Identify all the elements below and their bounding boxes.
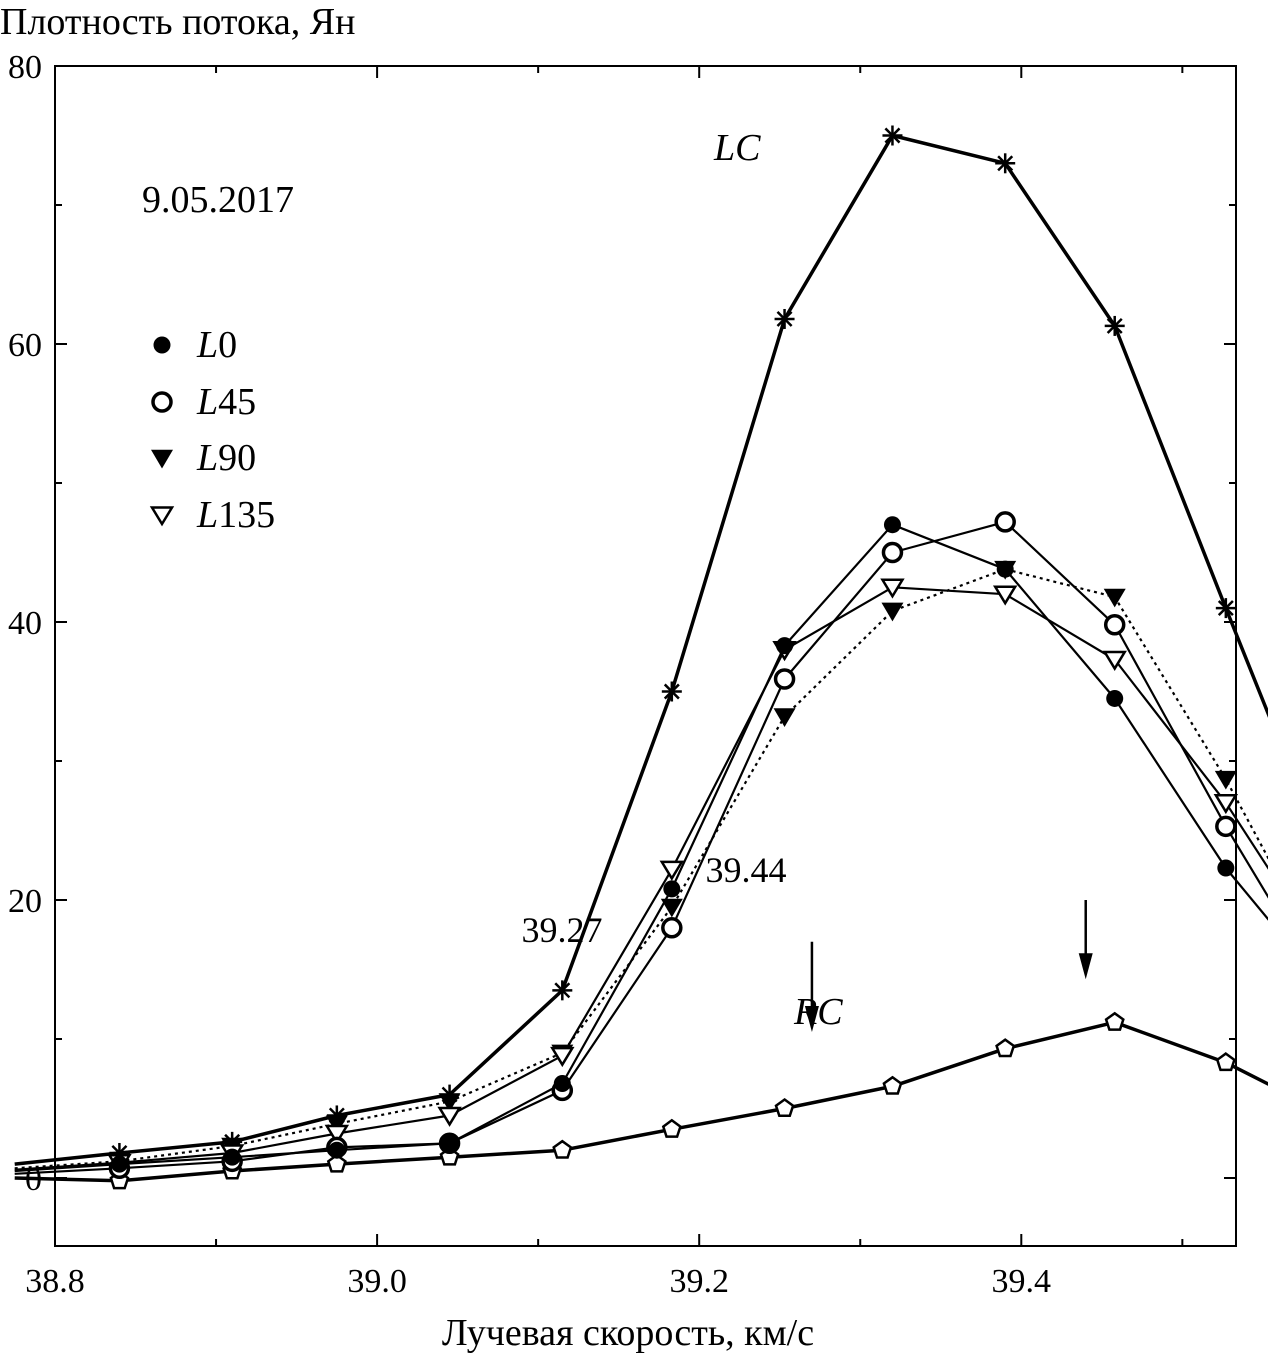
series-line-rc <box>14 1020 1268 1183</box>
data-point <box>994 511 1016 533</box>
series-rc <box>14 1011 1268 1190</box>
data-point <box>1217 859 1235 877</box>
data-point <box>110 1155 128 1173</box>
legend-label: L0 <box>196 324 237 366</box>
data-point <box>773 708 796 727</box>
legend-entry-l90: L90 <box>151 437 256 479</box>
data-point <box>661 681 682 702</box>
series-l135 <box>14 578 1268 1175</box>
data-point <box>776 637 794 655</box>
x-axis-label: Лучевая скорость, км/с <box>442 1312 814 1354</box>
data-point <box>661 1118 682 1138</box>
legend-label: L90 <box>196 437 256 479</box>
data-point <box>882 1075 903 1095</box>
data-point <box>1215 598 1236 619</box>
data-point <box>992 585 1018 606</box>
data-point <box>441 1134 459 1152</box>
data-point <box>660 898 683 918</box>
data-point <box>1104 1011 1125 1031</box>
series-label-lc: LC <box>713 127 761 169</box>
data-point <box>552 980 573 1001</box>
x-tick-label: 39.0 <box>347 1263 407 1300</box>
legend-entry-l135: L135 <box>149 494 275 536</box>
series-l45 <box>14 511 1268 1180</box>
data-point <box>774 1097 795 1118</box>
data-point <box>996 560 1014 578</box>
data-point <box>1213 793 1239 815</box>
data-point <box>663 880 681 898</box>
series-l90 <box>14 560 1268 1172</box>
series-lc <box>14 125 1268 1166</box>
data-point <box>1214 770 1237 790</box>
legend-entry-l0: L0 <box>153 324 237 366</box>
annotation-label: 39.44 <box>706 850 787 890</box>
data-point <box>883 516 901 534</box>
data-point <box>995 1038 1016 1058</box>
x-tick-label: 39.2 <box>669 1263 729 1300</box>
annotation-label: 39.27 <box>522 910 603 950</box>
data-point <box>437 1106 462 1127</box>
date-label: 9.05.2017 <box>142 179 294 221</box>
data-point <box>328 1141 346 1159</box>
data-point <box>326 1153 347 1173</box>
legend-marker <box>153 336 171 354</box>
y-tick-label: 60 <box>8 327 42 364</box>
data-point <box>995 153 1016 174</box>
y-tick-label: 80 <box>8 49 42 86</box>
data-point <box>223 1148 241 1166</box>
data-point <box>1215 1052 1236 1072</box>
data-point <box>1103 588 1126 608</box>
data-point <box>324 1124 350 1145</box>
data-point <box>553 1074 571 1092</box>
x-tick-label: 39.4 <box>992 1263 1052 1300</box>
annotation-arrow <box>804 941 819 1033</box>
data-point <box>438 1093 461 1112</box>
annotation-arrow <box>1078 900 1093 980</box>
data-point <box>1106 689 1124 707</box>
plot-frame <box>54 65 1237 1247</box>
data-point <box>1215 815 1237 838</box>
data-point <box>774 308 795 329</box>
series-l0 <box>14 516 1268 1173</box>
series-line-l0 <box>14 523 1268 1173</box>
legend-marker <box>149 506 175 527</box>
legend-marker <box>151 391 173 413</box>
legend-marker <box>151 449 173 469</box>
data-point <box>659 860 685 881</box>
legend-label: L135 <box>196 494 275 536</box>
series-label-rc: RC <box>793 991 843 1033</box>
x-tick-label: 38.8 <box>25 1263 85 1300</box>
data-point <box>1102 650 1127 671</box>
y-axis-label: Плотность потока, Ян <box>0 1 355 43</box>
data-point <box>550 1046 575 1068</box>
legend-label: L45 <box>196 381 256 423</box>
data-point <box>880 578 905 599</box>
data-point <box>881 602 904 622</box>
series-line-lc <box>14 133 1268 1166</box>
y-tick-label: 20 <box>8 883 42 920</box>
y-tick-label: 40 <box>8 605 42 642</box>
data-point <box>773 668 796 690</box>
data-point <box>1103 614 1126 636</box>
legend-entry-l45: L45 <box>151 381 256 423</box>
series-line-l135 <box>14 586 1268 1171</box>
data-point <box>1104 315 1125 336</box>
data-point <box>881 541 904 564</box>
data-point <box>882 125 903 146</box>
data-point <box>552 1139 573 1159</box>
data-point <box>661 917 683 939</box>
series-line-l45 <box>14 520 1268 1175</box>
